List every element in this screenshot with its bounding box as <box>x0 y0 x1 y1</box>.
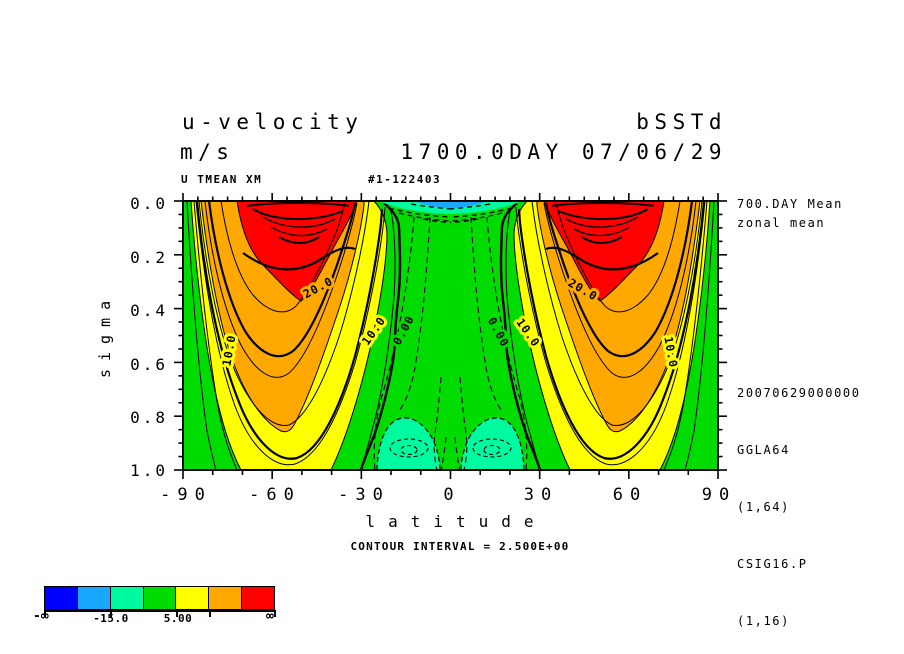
colorbar-segment-red <box>241 586 276 610</box>
x-tick-label: 60 <box>612 485 648 505</box>
zonal-mean-note: zonal mean <box>737 216 826 230</box>
colorbar-segment-green <box>142 586 176 610</box>
colorbar-label-5: 5.00 <box>163 612 193 625</box>
colorbar-tick <box>176 610 178 617</box>
plot-area: 10.0 20.0 10.0 0.00 0.00 10.0 20.0 10.0 <box>183 201 718 470</box>
meta-line: (1,64) <box>737 500 790 514</box>
experiment-label: bSSTd <box>636 110 727 134</box>
colorbar-segment-blue <box>44 586 77 610</box>
meta-line: 20070629000000 <box>737 386 861 400</box>
meta-line: CSIG16.P <box>737 557 808 571</box>
frame-id-label: #1-122403 <box>368 173 442 186</box>
units-label: m/s <box>180 140 235 164</box>
y-tick-label: 0.0 <box>130 194 168 213</box>
time-label: 1700.0DAY 07/06/29 <box>400 140 727 164</box>
x-tick-label: -90 <box>160 485 212 505</box>
contour-field-half <box>186 201 451 470</box>
colorbar-baseline <box>44 610 276 612</box>
y-tick-label: 0.2 <box>130 248 168 267</box>
colorbar-segment-lightblue <box>76 586 110 610</box>
jet-top-dense-contours <box>242 202 356 271</box>
band-red-jet-core <box>236 201 358 302</box>
x-tick-label: -60 <box>249 485 301 505</box>
x-axis-title: latitude <box>365 512 547 531</box>
contour-plot: 10.0 20.0 10.0 0.00 0.00 10.0 20.0 10.0 <box>174 193 727 479</box>
colorbar-label-neg-infinity: -∞ <box>33 609 49 624</box>
x-tick-label: 0 <box>443 485 461 505</box>
x-tick-label: 90 <box>701 485 737 505</box>
axis-ticks <box>174 193 727 479</box>
band-mint-bottom-pocket <box>376 417 441 470</box>
thin-contours <box>186 201 396 470</box>
metadata-block: 20070629000000 GGLA64 (1,64) CSIG16.P (1… <box>737 346 869 654</box>
x-tick-label: -30 <box>338 485 390 505</box>
colorbar-label-minus15: -15.0 <box>93 612 129 625</box>
negative-dashed-contours <box>373 216 447 470</box>
colorbar-tick <box>110 610 112 617</box>
meta-line: GGLA64 <box>737 443 790 457</box>
contour-interval-note: CONTOUR INTERVAL = 2.500E+00 <box>350 540 570 553</box>
meta-line: (1,16) <box>737 614 790 628</box>
colorbar-segment-yellow <box>175 586 209 610</box>
y-tick-label: 0.4 <box>130 301 168 320</box>
x-tick-label: 30 <box>523 485 559 505</box>
colorbar-tick <box>44 610 46 617</box>
y-tick-label: 0.8 <box>130 408 168 427</box>
thick-contours <box>195 201 402 470</box>
variable-id-label: U TMEAN XM <box>181 173 263 186</box>
colorbar-tick <box>274 610 276 617</box>
page-title: u-velocity <box>182 110 364 134</box>
y-tick-label: 1.0 <box>130 461 168 480</box>
y-axis-title: sigma <box>96 292 114 378</box>
colorbar-segment-orange <box>208 586 242 610</box>
colorbar-segment-mint <box>109 586 143 610</box>
band-lightblue-top-easterlies <box>417 202 451 209</box>
colorbar-tick <box>209 610 211 617</box>
colorbar <box>44 586 276 610</box>
colorbar-label-infinity: ∞ <box>266 609 274 624</box>
y-tick-label: 0.6 <box>130 355 168 374</box>
mean-period-note: 700.DAY Mean <box>737 197 843 211</box>
top-dashed-contours <box>388 203 451 224</box>
bottom-pocket-dashed-loops <box>389 438 429 458</box>
